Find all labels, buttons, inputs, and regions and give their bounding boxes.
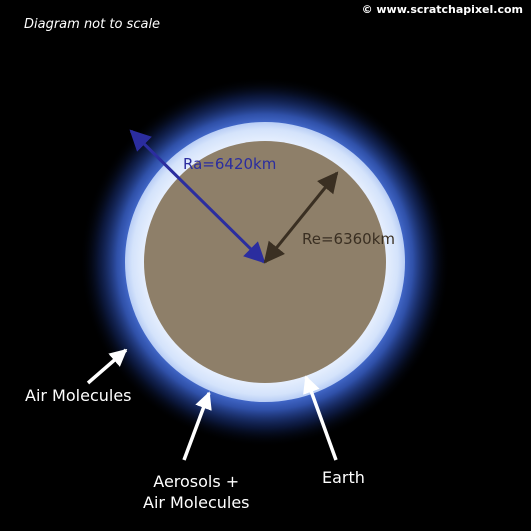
aerosols-label-line2: Air Molecules bbox=[143, 492, 250, 512]
aerosols-label: Aerosols + Air Molecules bbox=[143, 472, 250, 514]
earth-radius-label: Re=6360km bbox=[302, 230, 396, 248]
air-molecules-label: Air Molecules bbox=[25, 386, 132, 405]
earth-label: Earth bbox=[322, 468, 365, 487]
atmosphere-radius-arrow bbox=[129, 129, 266, 264]
copyright-text: © www.scratchapixel.com bbox=[361, 3, 523, 16]
earth-callout-arrow bbox=[303, 375, 338, 461]
air-molecules-callout-arrow bbox=[86, 348, 128, 385]
aerosols-callout-arrow bbox=[182, 391, 212, 461]
earth-radius-arrow bbox=[263, 171, 339, 264]
aerosols-label-line1: Aerosols + bbox=[153, 472, 240, 491]
atmosphere-radius-label: Ra=6420km bbox=[183, 155, 277, 173]
scale-note: Diagram not to scale bbox=[24, 17, 161, 32]
